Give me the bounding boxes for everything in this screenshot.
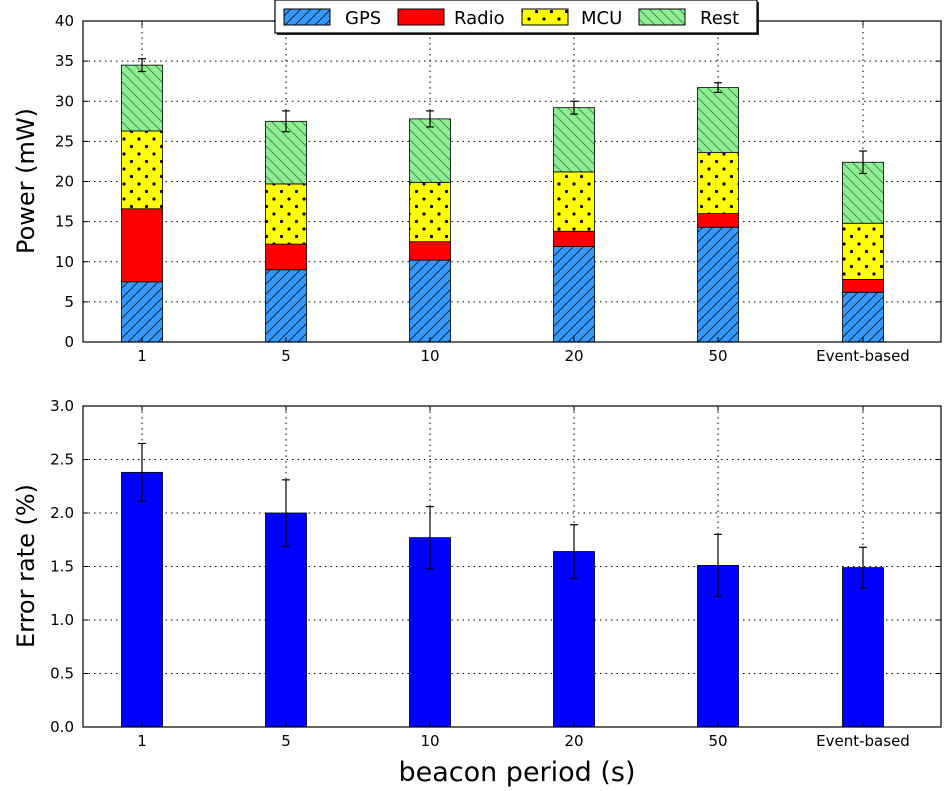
legend-label-rest: Rest <box>700 8 739 29</box>
bar-mcu-20 <box>553 171 595 232</box>
bar-gps-10 <box>409 259 451 343</box>
power-xtick-label-event-based: Event-based <box>816 347 910 365</box>
bar-rest-20 <box>553 107 595 173</box>
error-rate-xtick-label-20: 20 <box>564 732 583 750</box>
bar-mcu-1 <box>121 130 163 210</box>
bar-rest-1 <box>121 64 163 132</box>
bar-gps-20 <box>553 246 595 343</box>
x-axis-label: beacon period (s) <box>398 757 635 788</box>
power-y-axis-label: Power (mW) <box>12 108 40 254</box>
bar-radio-5 <box>265 243 307 271</box>
error-rate-ytick-label: 3.0 <box>50 397 74 415</box>
power-gridlines <box>83 21 941 342</box>
power-xtick-label-1: 1 <box>137 347 147 365</box>
power-bars <box>121 64 884 343</box>
bar-mcu-50 <box>697 152 739 215</box>
legend-swatch-gps <box>283 8 331 26</box>
bar-radio-event-based <box>842 279 884 293</box>
error-rate-error-bars <box>138 442 867 598</box>
bar-radio-50 <box>697 213 739 228</box>
power-ytick-label: 0 <box>64 333 74 351</box>
bar-gps-1 <box>121 281 163 343</box>
bar-gps-event-based <box>842 291 884 343</box>
power-error-bars <box>138 58 867 175</box>
error-rate-bar-1 <box>121 471 163 728</box>
power-ytick-label: 40 <box>55 12 74 30</box>
error-rate-ticks: 1 5 10 20 50 Event-based 0.0 0.5 1.0 1.5 2.0 2.5 3.0 <box>50 397 941 750</box>
error-rate-bar-20 <box>553 551 595 728</box>
power-xtick-label-20: 20 <box>564 347 583 365</box>
bar-mcu-10 <box>409 181 451 243</box>
error-rate-ytick-label: 1.5 <box>50 558 74 576</box>
legend-entry-rest: Rest <box>638 8 739 29</box>
error-rate-xtick-label-50: 50 <box>708 732 727 750</box>
error-rate-ytick-label: 0.0 <box>50 718 74 736</box>
legend-entry-radio: Radio <box>397 8 505 29</box>
power-xtick-label-5: 5 <box>281 347 291 365</box>
power-xtick-label-10: 10 <box>420 347 439 365</box>
error-rate-xtick-label-5: 5 <box>281 732 291 750</box>
legend-label-gps: GPS <box>345 8 381 29</box>
error-rate-ytick-label: 2.0 <box>50 504 74 522</box>
error-rate-bars <box>121 471 884 728</box>
error-rate-chart: 1 5 10 20 50 Event-based 0.0 0.5 1.0 1.5 2.0 2.5 3.0… <box>12 397 942 788</box>
error-rate-ytick-label: 2.5 <box>50 451 74 469</box>
power-ytick-label: 5 <box>64 293 74 311</box>
bar-radio-1 <box>121 208 163 283</box>
legend-swatch-rest <box>638 8 686 26</box>
error-rate-ytick-label: 1.0 <box>50 611 74 629</box>
error-rate-xtick-label-1: 1 <box>137 732 147 750</box>
bar-radio-10 <box>409 241 451 261</box>
legend-swatch-radio <box>397 8 445 26</box>
bar-mcu-5 <box>265 183 307 245</box>
legend-entry-mcu: MCU <box>521 8 622 29</box>
power-ytick-label: 30 <box>55 92 74 110</box>
bar-gps-5 <box>265 269 307 343</box>
power-ytick-label: 20 <box>55 173 74 191</box>
legend: GPS Radio MCU Rest <box>274 0 759 35</box>
error-rate-xtick-label-10: 10 <box>420 732 439 750</box>
bar-mcu-event-based <box>842 222 884 280</box>
power-ytick-label: 10 <box>55 253 74 271</box>
power-ytick-label: 25 <box>55 132 74 150</box>
error-rate-bar-event-based <box>842 567 884 728</box>
bar-rest-10 <box>409 118 451 183</box>
power-ytick-label: 35 <box>55 52 74 70</box>
legend-label-mcu: MCU <box>581 8 622 29</box>
bar-gps-50 <box>697 226 739 343</box>
bar-radio-20 <box>553 230 595 247</box>
power-ytick-label: 15 <box>55 213 74 231</box>
error-rate-y-axis-label: Error rate (%) <box>12 484 40 648</box>
error-rate-bar-5 <box>265 512 307 728</box>
bar-rest-50 <box>697 87 739 154</box>
legend-label-radio: Radio <box>454 8 505 29</box>
error-rate-xtick-label-event-based: Event-based <box>816 732 910 750</box>
power-xtick-label-50: 50 <box>708 347 727 365</box>
legend-swatch-mcu <box>521 8 569 26</box>
legend-entry-gps: GPS <box>283 8 381 29</box>
error-rate-gridlines <box>83 406 941 727</box>
error-rate-ytick-label: 0.5 <box>50 665 74 683</box>
